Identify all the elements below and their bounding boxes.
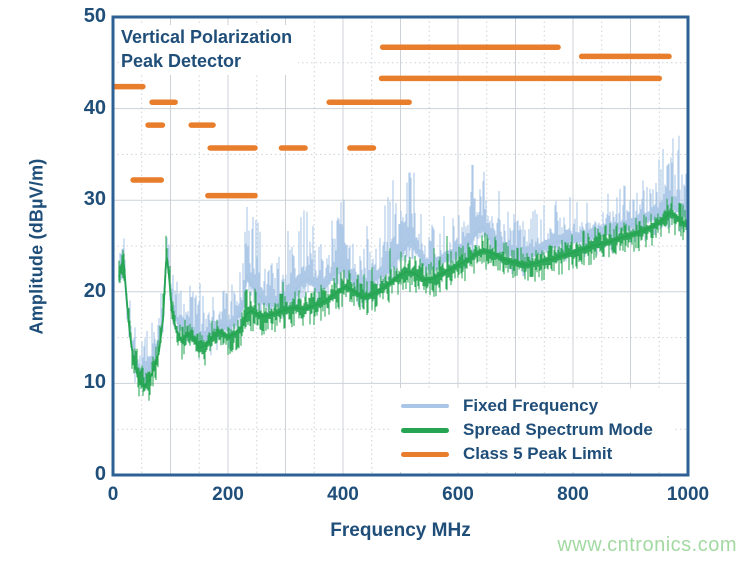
legend-label: Fixed Frequency <box>463 396 599 415</box>
x-tick-label: 200 <box>212 484 244 505</box>
legend-item-spread-spectrum: Spread Spectrum Mode <box>401 418 665 442</box>
x-axis-title: Frequency MHz <box>330 520 471 541</box>
x-tick-label: 1000 <box>666 484 710 505</box>
x-tick-label: 0 <box>107 484 119 505</box>
annotation-line-1: Vertical Polarization <box>121 27 293 47</box>
fixed-frequency-line-swatch <box>401 404 449 408</box>
y-tick-label: 50 <box>83 5 106 27</box>
watermark-text: www.cntronics.com <box>557 534 737 556</box>
annotation-line-2: Peak Detector <box>121 51 242 71</box>
chart-legend: Fixed Frequency Spread Spectrum Mode Cla… <box>391 388 673 472</box>
x-tick-label: 600 <box>442 484 474 505</box>
spread-spectrum-line-swatch <box>401 427 449 433</box>
x-tick-label: 400 <box>327 484 359 505</box>
legend-label: Class 5 Peak Limit <box>463 444 613 463</box>
class5-limit-line-swatch <box>401 451 449 457</box>
legend-item-class5-limit: Class 5 Peak Limit <box>401 442 665 466</box>
y-axis-title: Amplitude (dBµV/m) <box>26 158 47 335</box>
y-tick-label: 10 <box>83 371 106 394</box>
y-tick-label: 40 <box>83 96 106 119</box>
plot-annotation: Vertical Polarization Peak Detector <box>121 25 299 75</box>
legend-item-fixed-frequency: Fixed Frequency <box>401 394 665 418</box>
y-tick-label: 0 <box>94 463 106 485</box>
x-tick-label: 800 <box>557 484 589 505</box>
legend-label: Spread Spectrum Mode <box>463 420 653 439</box>
y-tick-label: 20 <box>83 279 106 302</box>
y-tick-label: 30 <box>83 188 106 211</box>
